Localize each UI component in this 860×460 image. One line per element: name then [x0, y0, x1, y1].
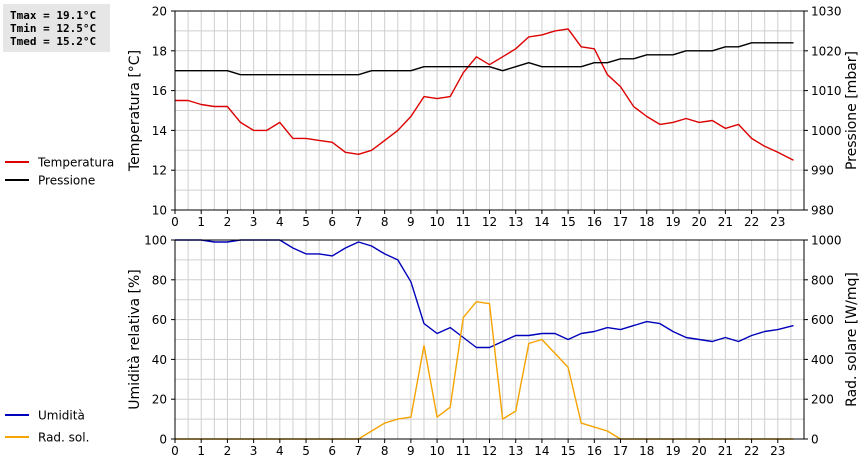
x-tick-label: 15	[560, 215, 575, 229]
x-tick-label: 17	[613, 444, 628, 458]
x-tick-label: 3	[250, 215, 258, 229]
x-tick-label: 6	[328, 444, 336, 458]
x-tick-label: 9	[407, 444, 415, 458]
x-tick-label: 9	[407, 215, 415, 229]
legend-label: Pressione	[38, 174, 95, 188]
y-tick-label-right: 1000	[811, 124, 842, 138]
y-axis-title-right: Pressione [mbar]	[844, 51, 860, 170]
y-tick-label-left: 12	[152, 164, 167, 178]
y-tick-label-right: 1030	[811, 5, 842, 19]
stat-tmax: Tmax = 19.1°C	[10, 9, 97, 22]
x-tick-label: 7	[355, 444, 363, 458]
x-tick-label: 8	[381, 215, 389, 229]
y-tick-label-left: 20	[152, 5, 167, 19]
x-tick-label: 21	[718, 444, 733, 458]
x-tick-label: 4	[276, 444, 284, 458]
stat-tmed: Tmed = 15.2°C	[10, 35, 97, 48]
x-tick-label: 1	[197, 444, 205, 458]
y-tick-label-right: 600	[811, 313, 834, 327]
y-axis-title-right: Rad. solare [W/mq]	[844, 272, 860, 407]
x-tick-label: 4	[276, 215, 284, 229]
x-tick-label: 12	[482, 215, 497, 229]
x-tick-label: 6	[328, 215, 336, 229]
y-tick-label-left: 100	[144, 234, 167, 248]
x-tick-label: 13	[508, 215, 523, 229]
x-tick-label: 22	[744, 444, 759, 458]
x-tick-label: 2	[224, 444, 232, 458]
x-tick-label: 2	[224, 215, 232, 229]
y-axis-title-left: Temperatura [°C]	[127, 50, 143, 172]
y-tick-label-left: 16	[152, 84, 167, 98]
y-tick-label-left: 80	[152, 273, 167, 287]
x-tick-label: 19	[665, 215, 680, 229]
stats-box: Tmax = 19.1°C Tmin = 12.5°C Tmed = 15.2°…	[3, 4, 110, 52]
y-tick-label-left: 10	[152, 204, 167, 218]
stat-tmin: Tmin = 12.5°C	[10, 22, 97, 35]
y-tick-label-right: 1000	[811, 234, 842, 248]
x-tick-label: 23	[770, 444, 785, 458]
x-tick-label: 16	[587, 215, 602, 229]
y-tick-label-right: 980	[811, 204, 834, 218]
x-tick-label: 1	[197, 215, 205, 229]
x-tick-label: 7	[355, 215, 363, 229]
x-tick-label: 12	[482, 444, 497, 458]
y-tick-label-right: 1020	[811, 44, 842, 58]
x-tick-label: 14	[534, 444, 549, 458]
legend-label: Rad. sol.	[38, 431, 89, 445]
x-tick-label: 10	[429, 215, 444, 229]
x-tick-label: 13	[508, 444, 523, 458]
x-tick-label: 10	[429, 444, 444, 458]
x-tick-label: 20	[692, 215, 707, 229]
x-tick-label: 22	[744, 215, 759, 229]
x-tick-label: 23	[770, 215, 785, 229]
y-tick-label-left: 20	[152, 393, 167, 407]
x-tick-label: 15	[560, 444, 575, 458]
y-tick-label-left: 0	[159, 433, 167, 447]
series-line-temperatura	[175, 28, 794, 161]
y-tick-label-left: 18	[152, 44, 167, 58]
y-axis-title-left: Umidità relativa [%]	[127, 269, 143, 410]
x-tick-label: 0	[171, 215, 179, 229]
y-tick-label-right: 990	[811, 164, 834, 178]
x-tick-label: 17	[613, 215, 628, 229]
x-tick-label: 18	[639, 444, 654, 458]
series-line-pressione	[175, 42, 794, 76]
y-tick-label-right: 1010	[811, 84, 842, 98]
y-tick-label-left: 60	[152, 313, 167, 327]
x-tick-label: 8	[381, 444, 389, 458]
y-tick-label-left: 14	[152, 124, 167, 138]
x-tick-label: 5	[302, 444, 310, 458]
x-tick-label: 11	[456, 215, 471, 229]
x-tick-label: 5	[302, 215, 310, 229]
x-tick-label: 16	[587, 444, 602, 458]
x-tick-label: 14	[534, 215, 549, 229]
x-tick-label: 19	[665, 444, 680, 458]
x-tick-label: 3	[250, 444, 258, 458]
y-tick-label-right: 200	[811, 393, 834, 407]
y-tick-label-right: 0	[811, 433, 819, 447]
x-tick-label: 18	[639, 215, 654, 229]
y-tick-label-right: 800	[811, 273, 834, 287]
y-tick-label-left: 40	[152, 353, 167, 367]
x-tick-label: 11	[456, 444, 471, 458]
x-tick-label: 0	[171, 444, 179, 458]
x-tick-label: 21	[718, 215, 733, 229]
x-tick-label: 20	[692, 444, 707, 458]
legend-label: Umidità	[38, 409, 85, 423]
legend-label: Temperatura	[37, 156, 114, 170]
y-tick-label-right: 400	[811, 353, 834, 367]
